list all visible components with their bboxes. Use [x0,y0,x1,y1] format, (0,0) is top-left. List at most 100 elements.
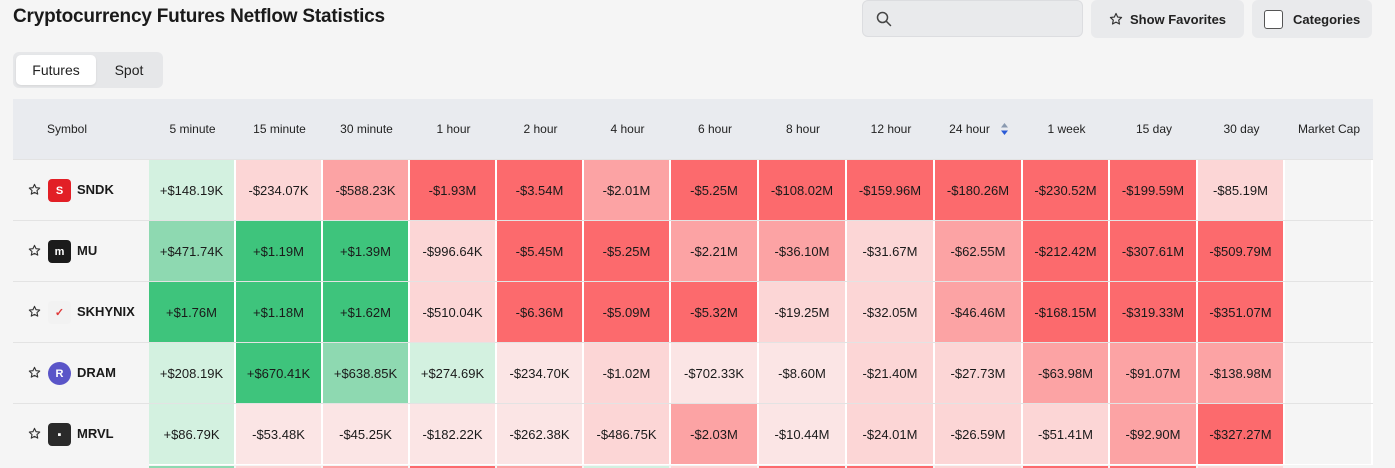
column-header-24-hour[interactable]: 24 hour [935,99,1023,159]
market-cap-cell [1285,160,1373,221]
categories-button[interactable]: Categories [1252,0,1372,38]
table-row[interactable]: ▪ MRVL +$86.79K -$53.48K -$45.25K -$182.22K -$… [13,403,1373,465]
netflow-cell: -$1.02M [584,343,671,404]
column-header-30-minute[interactable]: 30 minute [323,99,410,159]
column-header-30-day[interactable]: 30 day [1198,99,1285,159]
market-cap-cell [1285,282,1373,343]
netflow-cell: -$262.38K [497,404,584,465]
sort-icon[interactable] [1000,122,1009,136]
column-header-market-cap[interactable]: Market Cap [1285,99,1373,159]
netflow-cell: -$45.25K [323,404,410,465]
column-header-1-week[interactable]: 1 week [1023,99,1110,159]
star-outline-icon [1109,12,1123,25]
netflow-cell: -$46.46M [935,282,1023,343]
favorite-star-icon[interactable] [28,427,41,440]
netflow-cell: -$36.10M [759,221,847,282]
symbol-cell: R DRAM [13,343,149,404]
netflow-cell: -$1.93M [410,160,497,221]
column-header-15-minute[interactable]: 15 minute [236,99,323,159]
search-box[interactable] [862,0,1083,37]
netflow-cell: -$62.55M [935,221,1023,282]
netflow-cell: -$92.90M [1110,404,1198,465]
coin-logo-icon: R [48,362,71,385]
netflow-cell: -$327.27M [1198,404,1285,465]
table-row[interactable]: R DRAM +$208.19K +$670.41K +$638.85K +$274.69… [13,342,1373,404]
netflow-cell: -$510.04K [410,282,497,343]
partial-cell [1023,466,1108,468]
netflow-cell: +$638.85K [323,343,410,404]
netflow-cell: -$21.40M [847,343,935,404]
symbol-cell: S SNDK [13,160,149,221]
symbol-cell: ✓ SKHYNIX [13,282,149,343]
column-header-5-minute[interactable]: 5 minute [149,99,236,159]
column-header-6-hour[interactable]: 6 hour [671,99,759,159]
netflow-cell: +$274.69K [410,343,497,404]
netflow-cell: -$138.98M [1198,343,1285,404]
netflow-cell: -$588.23K [323,160,410,221]
column-header-label: Symbol [47,122,88,136]
netflow-cell: -$2.01M [584,160,671,221]
partial-cell [671,466,757,468]
coin-logo-icon: S [48,179,71,202]
market-cap-cell [1285,343,1373,404]
search-icon [876,11,892,27]
netflow-cell: +$1.62M [323,282,410,343]
search-input[interactable] [901,9,1071,29]
partial-cell [759,466,845,468]
symbol-label: SNDK [77,182,114,197]
column-header-label: 8 hour [785,122,821,136]
show-favorites-label: Show Favorites [1129,11,1227,27]
table-row[interactable]: S SNDK +$148.19K -$234.07K -$588.23K -$1.93M -… [13,159,1373,221]
netflow-cell: -$91.07M [1110,343,1198,404]
tab-spot[interactable]: Spot [114,62,144,78]
column-header-2-hour[interactable]: 2 hour [497,99,584,159]
column-header-symbol[interactable]: Symbol [13,99,149,159]
partial-cell [935,466,1021,468]
column-header-label: 15 day [1135,122,1173,136]
netflow-cell: +$86.79K [149,404,236,465]
categories-checkbox[interactable] [1264,9,1283,29]
table-row[interactable]: m MU +$471.74K +$1.19M +$1.39M -$996.64K -$5.4… [13,220,1373,282]
column-header-label: 1 week [1047,122,1086,136]
netflow-cell: +$1.76M [149,282,236,343]
partial-cell [584,466,669,468]
netflow-table: Symbol 5 minute 15 minute 30 minute 1 hour 2 … [13,99,1373,468]
favorite-star-icon[interactable] [28,244,41,257]
column-header-4-hour[interactable]: 4 hour [584,99,671,159]
column-header-8-hour[interactable]: 8 hour [759,99,847,159]
netflow-cell: -$319.33M [1110,282,1198,343]
favorite-star-icon[interactable] [28,366,41,379]
favorite-star-icon[interactable] [28,305,41,318]
column-header-label: Market Cap [1297,122,1361,136]
netflow-cell: -$32.05M [847,282,935,343]
netflow-cell: -$31.67M [847,221,935,282]
netflow-cell: +$148.19K [149,160,236,221]
favorite-star-icon[interactable] [28,183,41,196]
table-header: Symbol 5 minute 15 minute 30 minute 1 hour 2 … [13,99,1373,159]
column-header-12-hour[interactable]: 12 hour [847,99,935,159]
netflow-cell: -$27.73M [935,343,1023,404]
column-header-15-day[interactable]: 15 day [1110,99,1198,159]
netflow-cell: -$159.96M [847,160,935,221]
netflow-cell: -$6.36M [497,282,584,343]
symbol-label: MRVL [77,426,114,441]
partial-cell [236,466,321,468]
show-favorites-button[interactable]: Show Favorites [1091,0,1244,38]
table-body: S SNDK +$148.19K -$234.07K -$588.23K -$1.93M -… [13,159,1373,465]
netflow-cell: -$996.64K [410,221,497,282]
netflow-cell: -$234.70K [497,343,584,404]
partial-cell [497,466,582,468]
table-row[interactable]: ✓ SKHYNIX +$1.76M +$1.18M +$1.62M -$510.04K -$… [13,281,1373,343]
netflow-cell: -$53.48K [236,404,323,465]
netflow-cell: -$3.54M [497,160,584,221]
column-header-label: 12 hour [870,122,912,136]
partial-cell [410,466,495,468]
market-tabs: Futures Spot [13,52,163,88]
column-header-label: 30 minute [340,122,393,136]
coin-logo-icon: ▪ [48,423,71,446]
netflow-cell: +$1.39M [323,221,410,282]
column-header-1-hour[interactable]: 1 hour [410,99,497,159]
symbol-cell: ▪ MRVL [13,404,149,465]
netflow-cell: -$180.26M [935,160,1023,221]
tab-futures[interactable]: Futures [16,55,96,85]
